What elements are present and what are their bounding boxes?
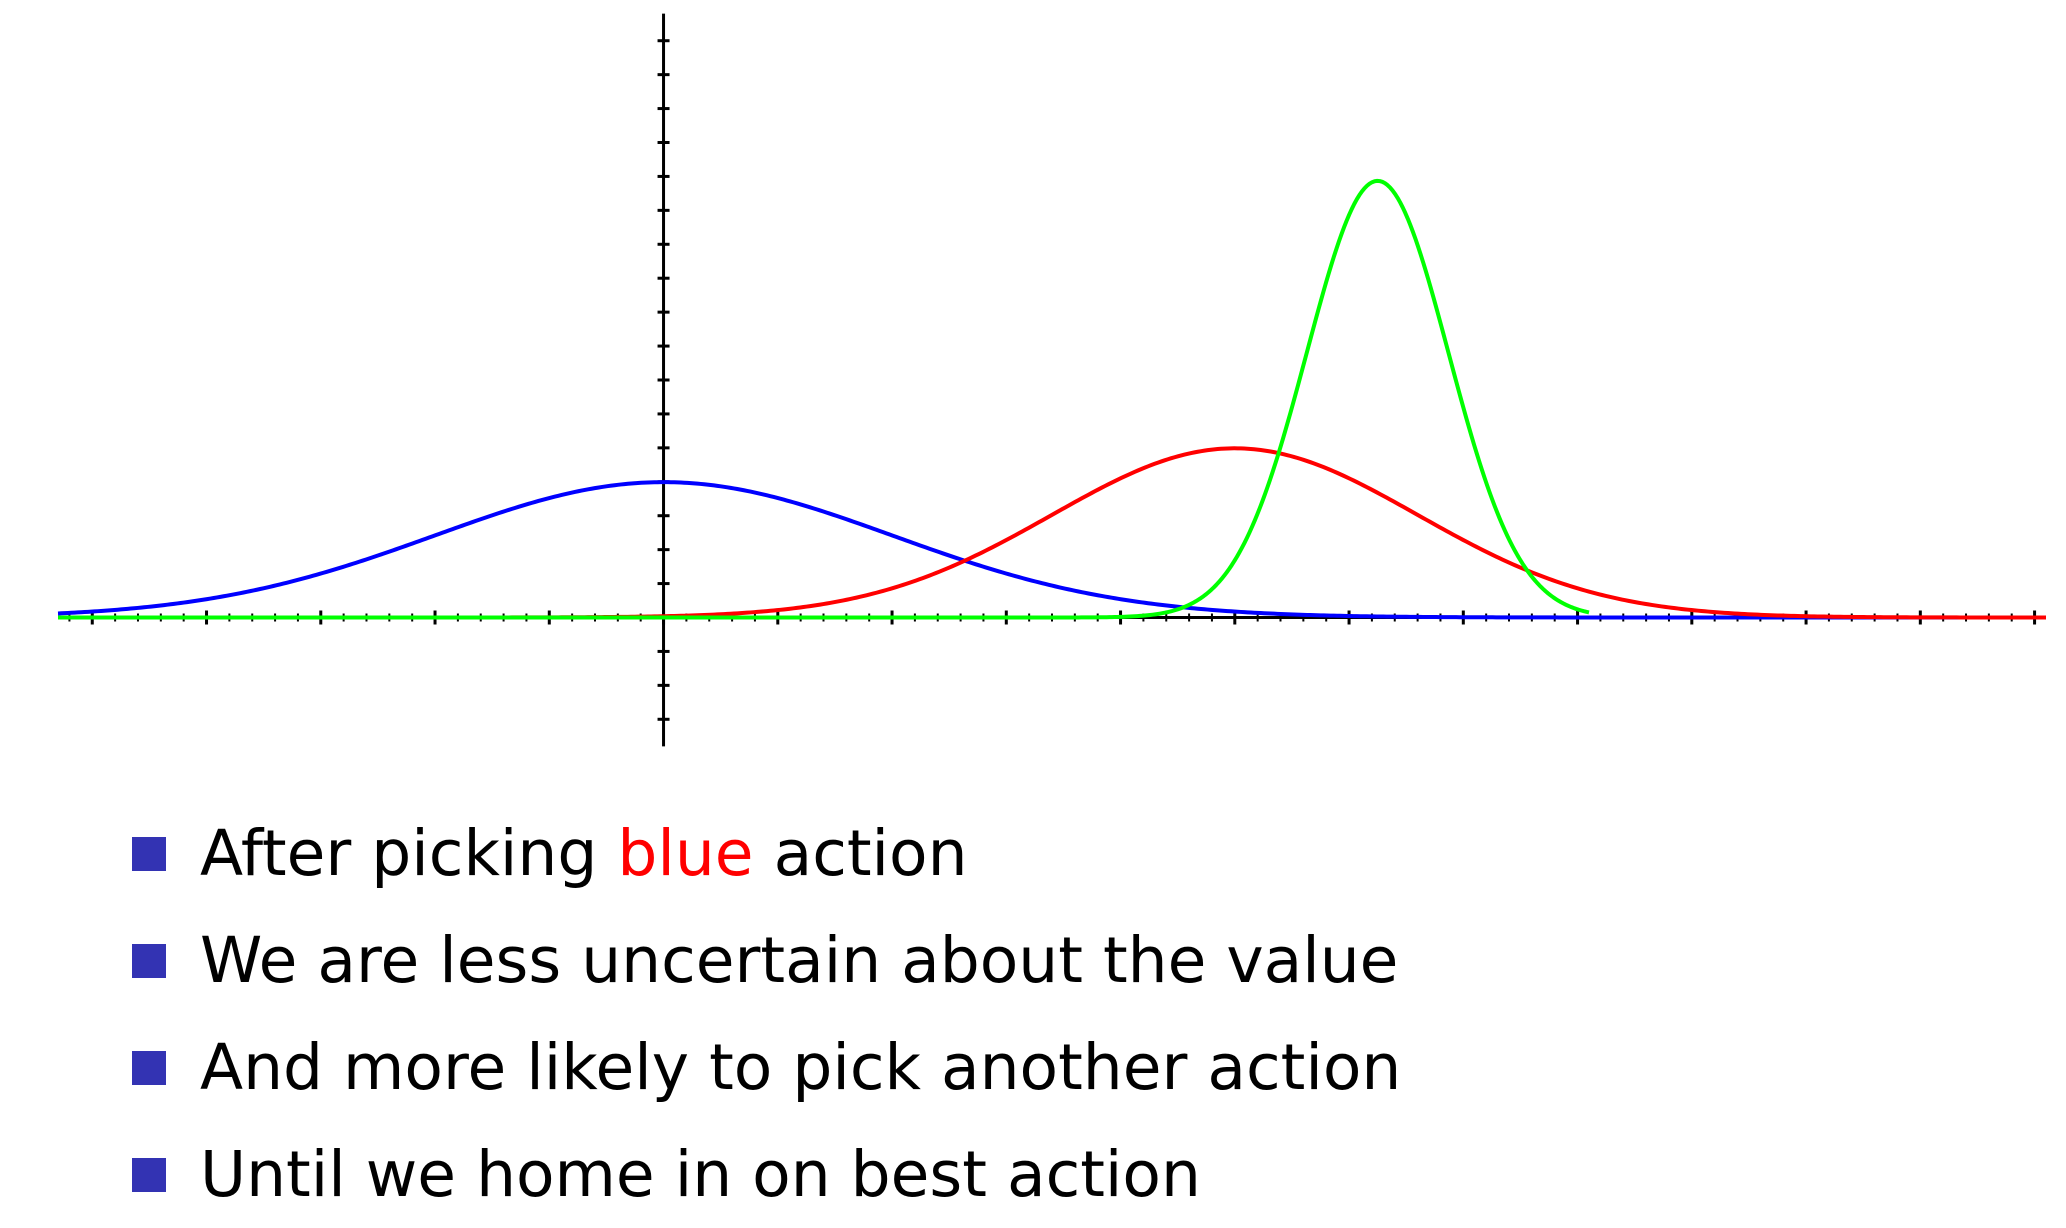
- bullet-text: After picking blue action: [200, 817, 968, 890]
- bullet-square-icon: [132, 836, 166, 871]
- bullet-item: We are less uncertain about the value: [132, 907, 1401, 1014]
- bullet-item: Until we home in on best action: [132, 1121, 1401, 1228]
- bullet-square-icon: [132, 943, 166, 978]
- bullet-square-icon: [132, 1157, 166, 1192]
- bullet-text: We are less uncertain about the value: [200, 924, 1399, 997]
- bullet-text: And more likely to pick another action: [200, 1031, 1402, 1104]
- series-line-1: [57, 480, 2046, 620]
- series-lines: [57, 178, 2046, 620]
- series-line-3: [58, 178, 1590, 620]
- distribution-chart: [57, 13, 2046, 747]
- series-line-2: [58, 446, 2046, 620]
- bullet-item: After picking blue action: [132, 800, 1401, 907]
- bullet-item: And more likely to pick another action: [132, 1014, 1401, 1121]
- highlighted-word: blue: [617, 817, 754, 890]
- bullet-text: Until we home in on best action: [200, 1138, 1201, 1211]
- bullet-list: After picking blue action We are less un…: [132, 800, 1401, 1228]
- bullet-square-icon: [132, 1050, 166, 1085]
